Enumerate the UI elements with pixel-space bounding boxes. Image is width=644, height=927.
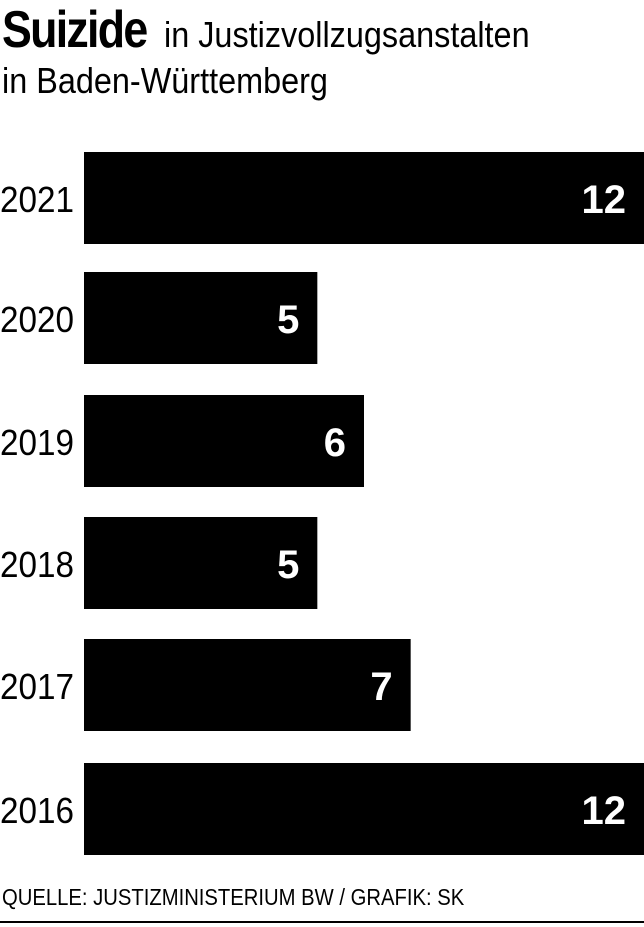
category-label-2018: 2018 [0, 544, 74, 585]
title-line-2: in Baden-Württemberg [2, 60, 328, 101]
bar-2019 [84, 395, 364, 487]
value-label-2021: 12 [582, 178, 627, 222]
category-label-2019: 2019 [0, 422, 74, 463]
bar-2017 [84, 639, 411, 731]
value-label-2017: 7 [370, 665, 392, 709]
value-label-2016: 12 [582, 789, 627, 833]
bar-chart: 2021 12 2020 5 2019 6 2018 5 2017 7 2016 12 [0, 152, 644, 855]
category-label-2020: 2020 [0, 299, 74, 340]
bar-2018 [84, 517, 318, 609]
source-credit: QUELLE: JUSTIZMINISTERIUM BW / GRAFIK: S… [2, 884, 465, 910]
title-bold-word: Suizide [2, 1, 148, 59]
bottom-rule [0, 921, 644, 923]
value-label-2019: 6 [324, 421, 346, 465]
value-label-2018: 5 [277, 543, 299, 587]
category-label-2016: 2016 [0, 790, 74, 831]
bar-2020 [84, 272, 318, 364]
value-label-2020: 5 [277, 298, 299, 342]
bar-2021 [84, 152, 644, 244]
bar-2016 [84, 763, 644, 855]
chart-title: Suizide in Justizvollzugsanstalten in Ba… [2, 4, 642, 102]
category-label-2017: 2017 [0, 666, 74, 707]
category-label-2021: 2021 [0, 179, 74, 220]
title-rest: in Justizvollzugsanstalten [164, 14, 531, 55]
